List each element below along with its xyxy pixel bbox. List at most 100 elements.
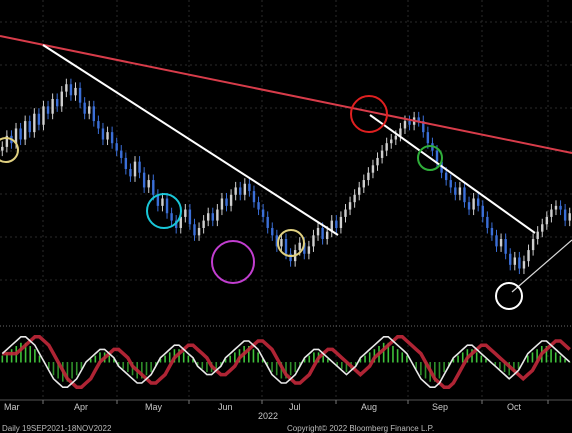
price-bar bbox=[531, 239, 535, 251]
price-bar bbox=[184, 209, 187, 217]
price-bar bbox=[271, 227, 274, 236]
price-bar bbox=[284, 239, 288, 254]
price-bar bbox=[353, 194, 356, 203]
price-bar bbox=[316, 227, 320, 236]
price-bar bbox=[486, 216, 489, 228]
price-bar bbox=[504, 239, 507, 254]
price-bar bbox=[303, 242, 306, 254]
price-bar bbox=[110, 132, 114, 144]
price-bar bbox=[476, 198, 480, 206]
price-bar bbox=[69, 84, 73, 96]
price-bar bbox=[495, 235, 498, 247]
annotation-circle-3 bbox=[277, 229, 305, 257]
price-bar bbox=[115, 143, 118, 151]
price-bar bbox=[156, 194, 160, 206]
price-bar bbox=[124, 157, 128, 169]
x-tick-label-jul: Jul bbox=[289, 402, 301, 412]
price-bar bbox=[234, 187, 237, 195]
price-bar bbox=[371, 165, 375, 173]
price-bar bbox=[559, 205, 562, 210]
price-bar bbox=[225, 198, 228, 206]
price-bar bbox=[380, 150, 384, 158]
x-tick-label-apr: Apr bbox=[74, 402, 88, 412]
price-bar bbox=[339, 216, 343, 228]
price-bar bbox=[275, 235, 279, 247]
price-bar bbox=[257, 202, 260, 210]
price-bar bbox=[266, 216, 269, 228]
price-bar bbox=[14, 128, 18, 144]
price-bar bbox=[454, 187, 457, 195]
price-bar bbox=[5, 135, 9, 147]
price-bar bbox=[362, 180, 365, 188]
price-bar bbox=[211, 213, 214, 221]
price-bar bbox=[65, 84, 68, 92]
price-bar bbox=[83, 102, 86, 114]
price-bar bbox=[56, 98, 59, 107]
price-bar bbox=[33, 113, 36, 133]
price-bar bbox=[280, 239, 283, 247]
price-bar bbox=[509, 253, 512, 265]
price-bar bbox=[545, 216, 549, 225]
x-axis-year-label: 2022 bbox=[258, 411, 278, 421]
price-bar bbox=[60, 91, 63, 107]
price-bar bbox=[499, 239, 503, 247]
x-tick-label-mar: Mar bbox=[4, 402, 20, 412]
price-bar bbox=[513, 257, 516, 265]
price-bar bbox=[335, 220, 338, 228]
price-bar bbox=[289, 253, 292, 262]
price-bar bbox=[138, 161, 141, 173]
price-bar bbox=[216, 209, 219, 221]
trendline-uptrend-support bbox=[511, 239, 572, 293]
price-bar bbox=[435, 150, 439, 162]
price-bar bbox=[367, 172, 370, 181]
price-bar bbox=[390, 139, 393, 144]
x-tick-label-sep: Sep bbox=[432, 402, 448, 412]
price-bar bbox=[78, 87, 82, 103]
price-bar bbox=[536, 231, 539, 240]
price-bar bbox=[197, 227, 201, 236]
annotation-circle-2 bbox=[211, 240, 255, 284]
indicator-fast-line bbox=[1, 335, 571, 389]
price-bar bbox=[188, 209, 192, 225]
price-bar bbox=[23, 121, 27, 140]
price-bar bbox=[298, 242, 301, 251]
price-bar bbox=[28, 121, 31, 133]
price-bar bbox=[1, 146, 4, 151]
price-bar bbox=[261, 209, 265, 217]
price-bar bbox=[248, 183, 251, 192]
price-bar bbox=[220, 198, 224, 210]
price-bar bbox=[106, 132, 109, 140]
price-bar bbox=[92, 106, 96, 122]
price-bar bbox=[550, 209, 553, 217]
price-bar bbox=[449, 180, 452, 188]
price-bar bbox=[417, 117, 420, 122]
price-bar bbox=[344, 209, 347, 217]
price-bar bbox=[147, 180, 150, 188]
annotation-circle-0 bbox=[0, 137, 19, 163]
price-bar bbox=[426, 132, 430, 144]
trendline-downtrend-1 bbox=[42, 44, 339, 236]
footer-date-range: Daily 19SEP2021-18NOV2022 bbox=[2, 424, 112, 433]
trendline-downtrend-2 bbox=[369, 114, 536, 234]
price-bar bbox=[243, 183, 247, 195]
price-bar bbox=[444, 172, 448, 181]
price-bar bbox=[394, 135, 398, 140]
price-bar bbox=[129, 169, 132, 177]
price-bar bbox=[193, 224, 196, 236]
price-bar bbox=[19, 128, 22, 140]
price-bar bbox=[229, 194, 233, 206]
price-bar bbox=[207, 213, 210, 221]
price-bar bbox=[358, 187, 361, 195]
price-bar bbox=[399, 128, 402, 136]
price-bar bbox=[458, 187, 462, 195]
price-bar bbox=[170, 213, 173, 221]
price-bar bbox=[312, 235, 315, 247]
price-bar bbox=[51, 98, 54, 114]
annotation-circle-5 bbox=[417, 145, 443, 171]
price-bar bbox=[563, 209, 567, 221]
price-bar bbox=[522, 261, 526, 269]
price-bar bbox=[37, 113, 41, 125]
price-bar bbox=[120, 150, 123, 158]
